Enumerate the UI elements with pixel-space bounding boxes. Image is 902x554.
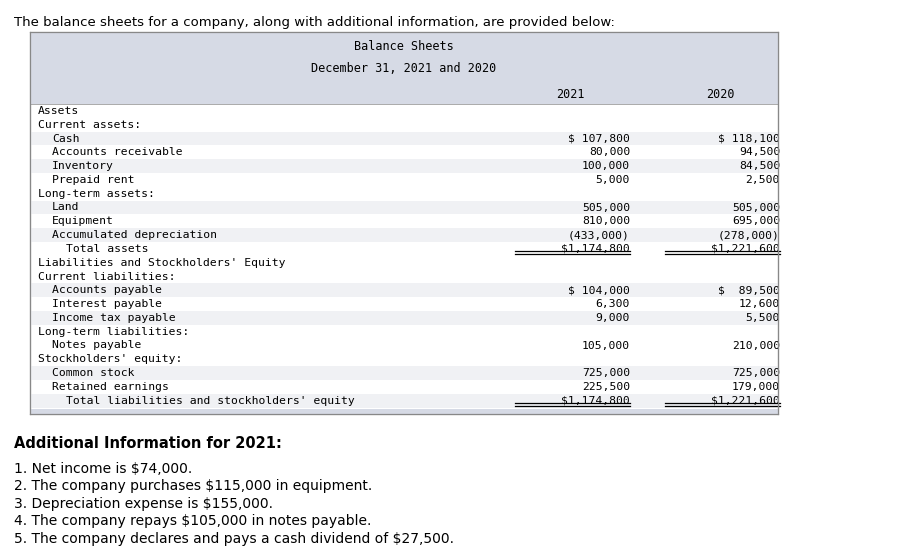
- Polygon shape: [30, 366, 778, 380]
- Text: Prepaid rent: Prepaid rent: [52, 175, 134, 185]
- Text: 225,500: 225,500: [582, 382, 630, 392]
- Text: Accounts payable: Accounts payable: [52, 285, 162, 295]
- Text: Interest payable: Interest payable: [52, 299, 162, 309]
- Text: 505,000: 505,000: [732, 203, 780, 213]
- Text: $  89,500: $ 89,500: [718, 285, 780, 295]
- Text: 2. The company purchases $115,000 in equipment.: 2. The company purchases $115,000 in equ…: [14, 479, 373, 493]
- Text: Total liabilities and stockholders' equity: Total liabilities and stockholders' equi…: [66, 396, 354, 406]
- Text: Long-term liabilities:: Long-term liabilities:: [38, 327, 189, 337]
- Text: (433,000): (433,000): [568, 230, 630, 240]
- Text: 3. Depreciation expense is $155,000.: 3. Depreciation expense is $155,000.: [14, 496, 273, 511]
- Text: 4. The company repays $105,000 in notes payable.: 4. The company repays $105,000 in notes …: [14, 514, 372, 528]
- Polygon shape: [30, 159, 778, 173]
- Text: 505,000: 505,000: [582, 203, 630, 213]
- Text: $1,221,600: $1,221,600: [712, 396, 780, 406]
- Polygon shape: [30, 284, 778, 297]
- Text: $ 104,000: $ 104,000: [568, 285, 630, 295]
- Text: 100,000: 100,000: [582, 161, 630, 171]
- Text: 5,000: 5,000: [595, 175, 630, 185]
- Text: Additional Information for 2021:: Additional Information for 2021:: [14, 435, 281, 450]
- Text: Liabilities and Stockholders' Equity: Liabilities and Stockholders' Equity: [38, 258, 286, 268]
- Text: Notes payable: Notes payable: [52, 341, 142, 351]
- Polygon shape: [30, 32, 778, 84]
- Text: $1,221,600: $1,221,600: [712, 244, 780, 254]
- Text: $1,174,800: $1,174,800: [561, 396, 630, 406]
- Text: 2020: 2020: [705, 88, 734, 100]
- Polygon shape: [30, 132, 778, 145]
- Text: 84,500: 84,500: [739, 161, 780, 171]
- Text: 12,600: 12,600: [739, 299, 780, 309]
- Polygon shape: [30, 84, 778, 104]
- Text: 9,000: 9,000: [595, 313, 630, 323]
- Text: Income tax payable: Income tax payable: [52, 313, 176, 323]
- Text: The balance sheets for a company, along with additional information, are provide: The balance sheets for a company, along …: [14, 16, 615, 29]
- Text: Accounts receivable: Accounts receivable: [52, 147, 182, 157]
- Polygon shape: [30, 32, 778, 414]
- Text: 5,500: 5,500: [746, 313, 780, 323]
- Text: December 31, 2021 and 2020: December 31, 2021 and 2020: [311, 61, 497, 74]
- Text: $ 118,100: $ 118,100: [718, 134, 780, 143]
- Polygon shape: [30, 228, 778, 242]
- Text: 810,000: 810,000: [582, 216, 630, 226]
- Text: Common stock: Common stock: [52, 368, 134, 378]
- Text: 725,000: 725,000: [582, 368, 630, 378]
- Text: 2021: 2021: [556, 88, 584, 100]
- Text: 1. Net income is $74,000.: 1. Net income is $74,000.: [14, 461, 192, 475]
- Polygon shape: [30, 409, 778, 414]
- Text: Total assets: Total assets: [66, 244, 149, 254]
- Text: 105,000: 105,000: [582, 341, 630, 351]
- Text: Long-term assets:: Long-term assets:: [38, 189, 155, 199]
- Text: Equipment: Equipment: [52, 216, 114, 226]
- Text: 94,500: 94,500: [739, 147, 780, 157]
- Text: Current assets:: Current assets:: [38, 120, 141, 130]
- Text: Accumulated depreciation: Accumulated depreciation: [52, 230, 217, 240]
- Text: 5. The company declares and pays a cash dividend of $27,500.: 5. The company declares and pays a cash …: [14, 532, 454, 546]
- Text: Assets: Assets: [38, 106, 79, 116]
- Text: Land: Land: [52, 203, 79, 213]
- Text: 179,000: 179,000: [732, 382, 780, 392]
- Text: Retained earnings: Retained earnings: [52, 382, 169, 392]
- Text: 80,000: 80,000: [589, 147, 630, 157]
- Text: $1,174,800: $1,174,800: [561, 244, 630, 254]
- Text: $ 107,800: $ 107,800: [568, 134, 630, 143]
- Text: 210,000: 210,000: [732, 341, 780, 351]
- Text: (278,000): (278,000): [718, 230, 780, 240]
- Text: Stockholders' equity:: Stockholders' equity:: [38, 355, 182, 365]
- Text: 2,500: 2,500: [746, 175, 780, 185]
- Polygon shape: [30, 311, 778, 325]
- Text: Balance Sheets: Balance Sheets: [354, 39, 454, 53]
- Polygon shape: [30, 394, 778, 408]
- Text: Cash: Cash: [52, 134, 79, 143]
- Text: 6,300: 6,300: [595, 299, 630, 309]
- Text: 695,000: 695,000: [732, 216, 780, 226]
- Polygon shape: [30, 201, 778, 214]
- Text: Current liabilities:: Current liabilities:: [38, 271, 176, 281]
- Text: 725,000: 725,000: [732, 368, 780, 378]
- Text: Inventory: Inventory: [52, 161, 114, 171]
